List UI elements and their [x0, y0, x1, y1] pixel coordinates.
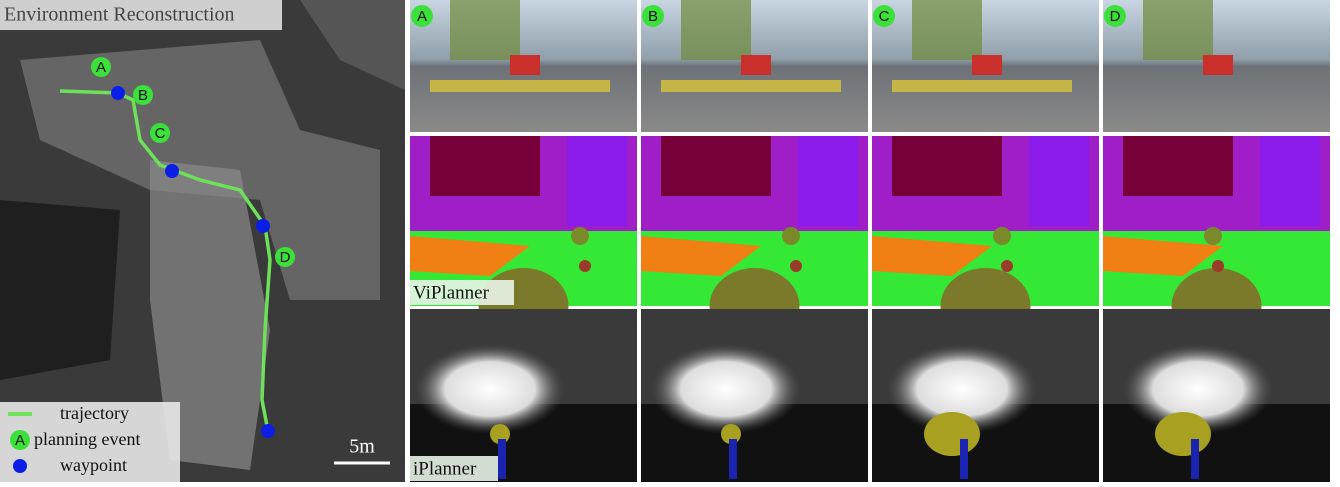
map-region: [150, 160, 270, 470]
semantic-path: [571, 227, 589, 245]
event-marker: [275, 247, 295, 267]
legend-text: planning event: [34, 429, 140, 449]
trajectory: [59, 89, 272, 432]
depth-path: [498, 439, 506, 479]
photo-tree: [450, 0, 520, 60]
map-region: [300, 0, 405, 90]
column-label: D: [1110, 8, 1121, 25]
event-label: A: [96, 59, 106, 76]
crosswalk: [430, 80, 610, 92]
event-label: B: [138, 87, 148, 104]
row-label-box: [410, 456, 498, 481]
row-label-box: [410, 280, 514, 305]
semantic-path: [579, 260, 591, 272]
column-label: C: [879, 8, 890, 25]
event-label: D: [280, 249, 291, 266]
semantic-road: [872, 236, 992, 276]
column-label: B: [648, 8, 658, 25]
robot: [510, 55, 540, 75]
semantic-road: [641, 236, 761, 276]
depth-robot: [924, 412, 980, 456]
column-label: A: [417, 8, 427, 25]
map-events: A B C D: [91, 57, 295, 267]
semantic-path: [1212, 260, 1224, 272]
column-marker: [1104, 5, 1126, 27]
depth-blob: [887, 344, 1037, 434]
column-marker: [411, 5, 433, 27]
robot: [741, 55, 771, 75]
waypoint: [165, 164, 179, 178]
semantic-road: [410, 236, 530, 276]
robot: [1203, 55, 1233, 75]
map-title: Environment Reconstruction: [4, 4, 235, 26]
semantic-wall: [1029, 136, 1089, 226]
depth-path: [1191, 439, 1199, 479]
semantic-sky: [430, 136, 540, 196]
semantic-sky: [661, 136, 771, 196]
image-grid: A B C D ViPlanner iPlanner: [410, 0, 1330, 482]
depth-blob: [651, 344, 801, 434]
depth-blob: [415, 344, 565, 434]
semantic-path: [1001, 260, 1013, 272]
robot: [972, 55, 1002, 75]
crosswalk: [892, 80, 1072, 92]
semantic-wall: [798, 136, 858, 226]
semantic-path: [790, 260, 802, 272]
scale-label: 5m: [349, 436, 375, 458]
legend-event: [10, 430, 30, 450]
legend-waypoint: [13, 459, 27, 473]
legend-text: trajectory: [60, 403, 129, 423]
semantic-wall: [1260, 136, 1320, 226]
semantic-path: [782, 227, 800, 245]
event-marker: [91, 57, 111, 77]
column-marker: [873, 5, 895, 27]
event-label: C: [155, 125, 166, 142]
photo-tree: [912, 0, 982, 60]
semantic-road: [1103, 236, 1223, 276]
map-region: [0, 200, 120, 380]
waypoint: [256, 219, 270, 233]
semantic-path: [993, 227, 1011, 245]
row-label: iPlanner: [413, 458, 477, 479]
waypoint: [261, 424, 275, 438]
semantic-path: [1204, 227, 1222, 245]
event-marker: [150, 123, 170, 143]
map-panel: Environment Reconstruction trajectory A …: [0, 0, 405, 482]
legend-event-label: A: [15, 432, 25, 449]
column-marker: [642, 5, 664, 27]
photo-tree: [681, 0, 751, 60]
photo-tree: [1143, 0, 1213, 60]
semantic-sky: [1123, 136, 1233, 196]
depth-path: [960, 439, 968, 479]
event-marker: [133, 85, 153, 105]
depth-robot: [1155, 412, 1211, 456]
crosswalk: [661, 80, 841, 92]
semantic-sky: [892, 136, 1002, 196]
legend-text: waypoint: [60, 455, 127, 475]
map-title-box: [0, 0, 282, 30]
row-label: ViPlanner: [413, 282, 490, 303]
depth-blob: [1123, 344, 1273, 434]
waypoint: [111, 86, 125, 100]
depth-path: [729, 439, 737, 479]
semantic-wall: [567, 136, 627, 226]
